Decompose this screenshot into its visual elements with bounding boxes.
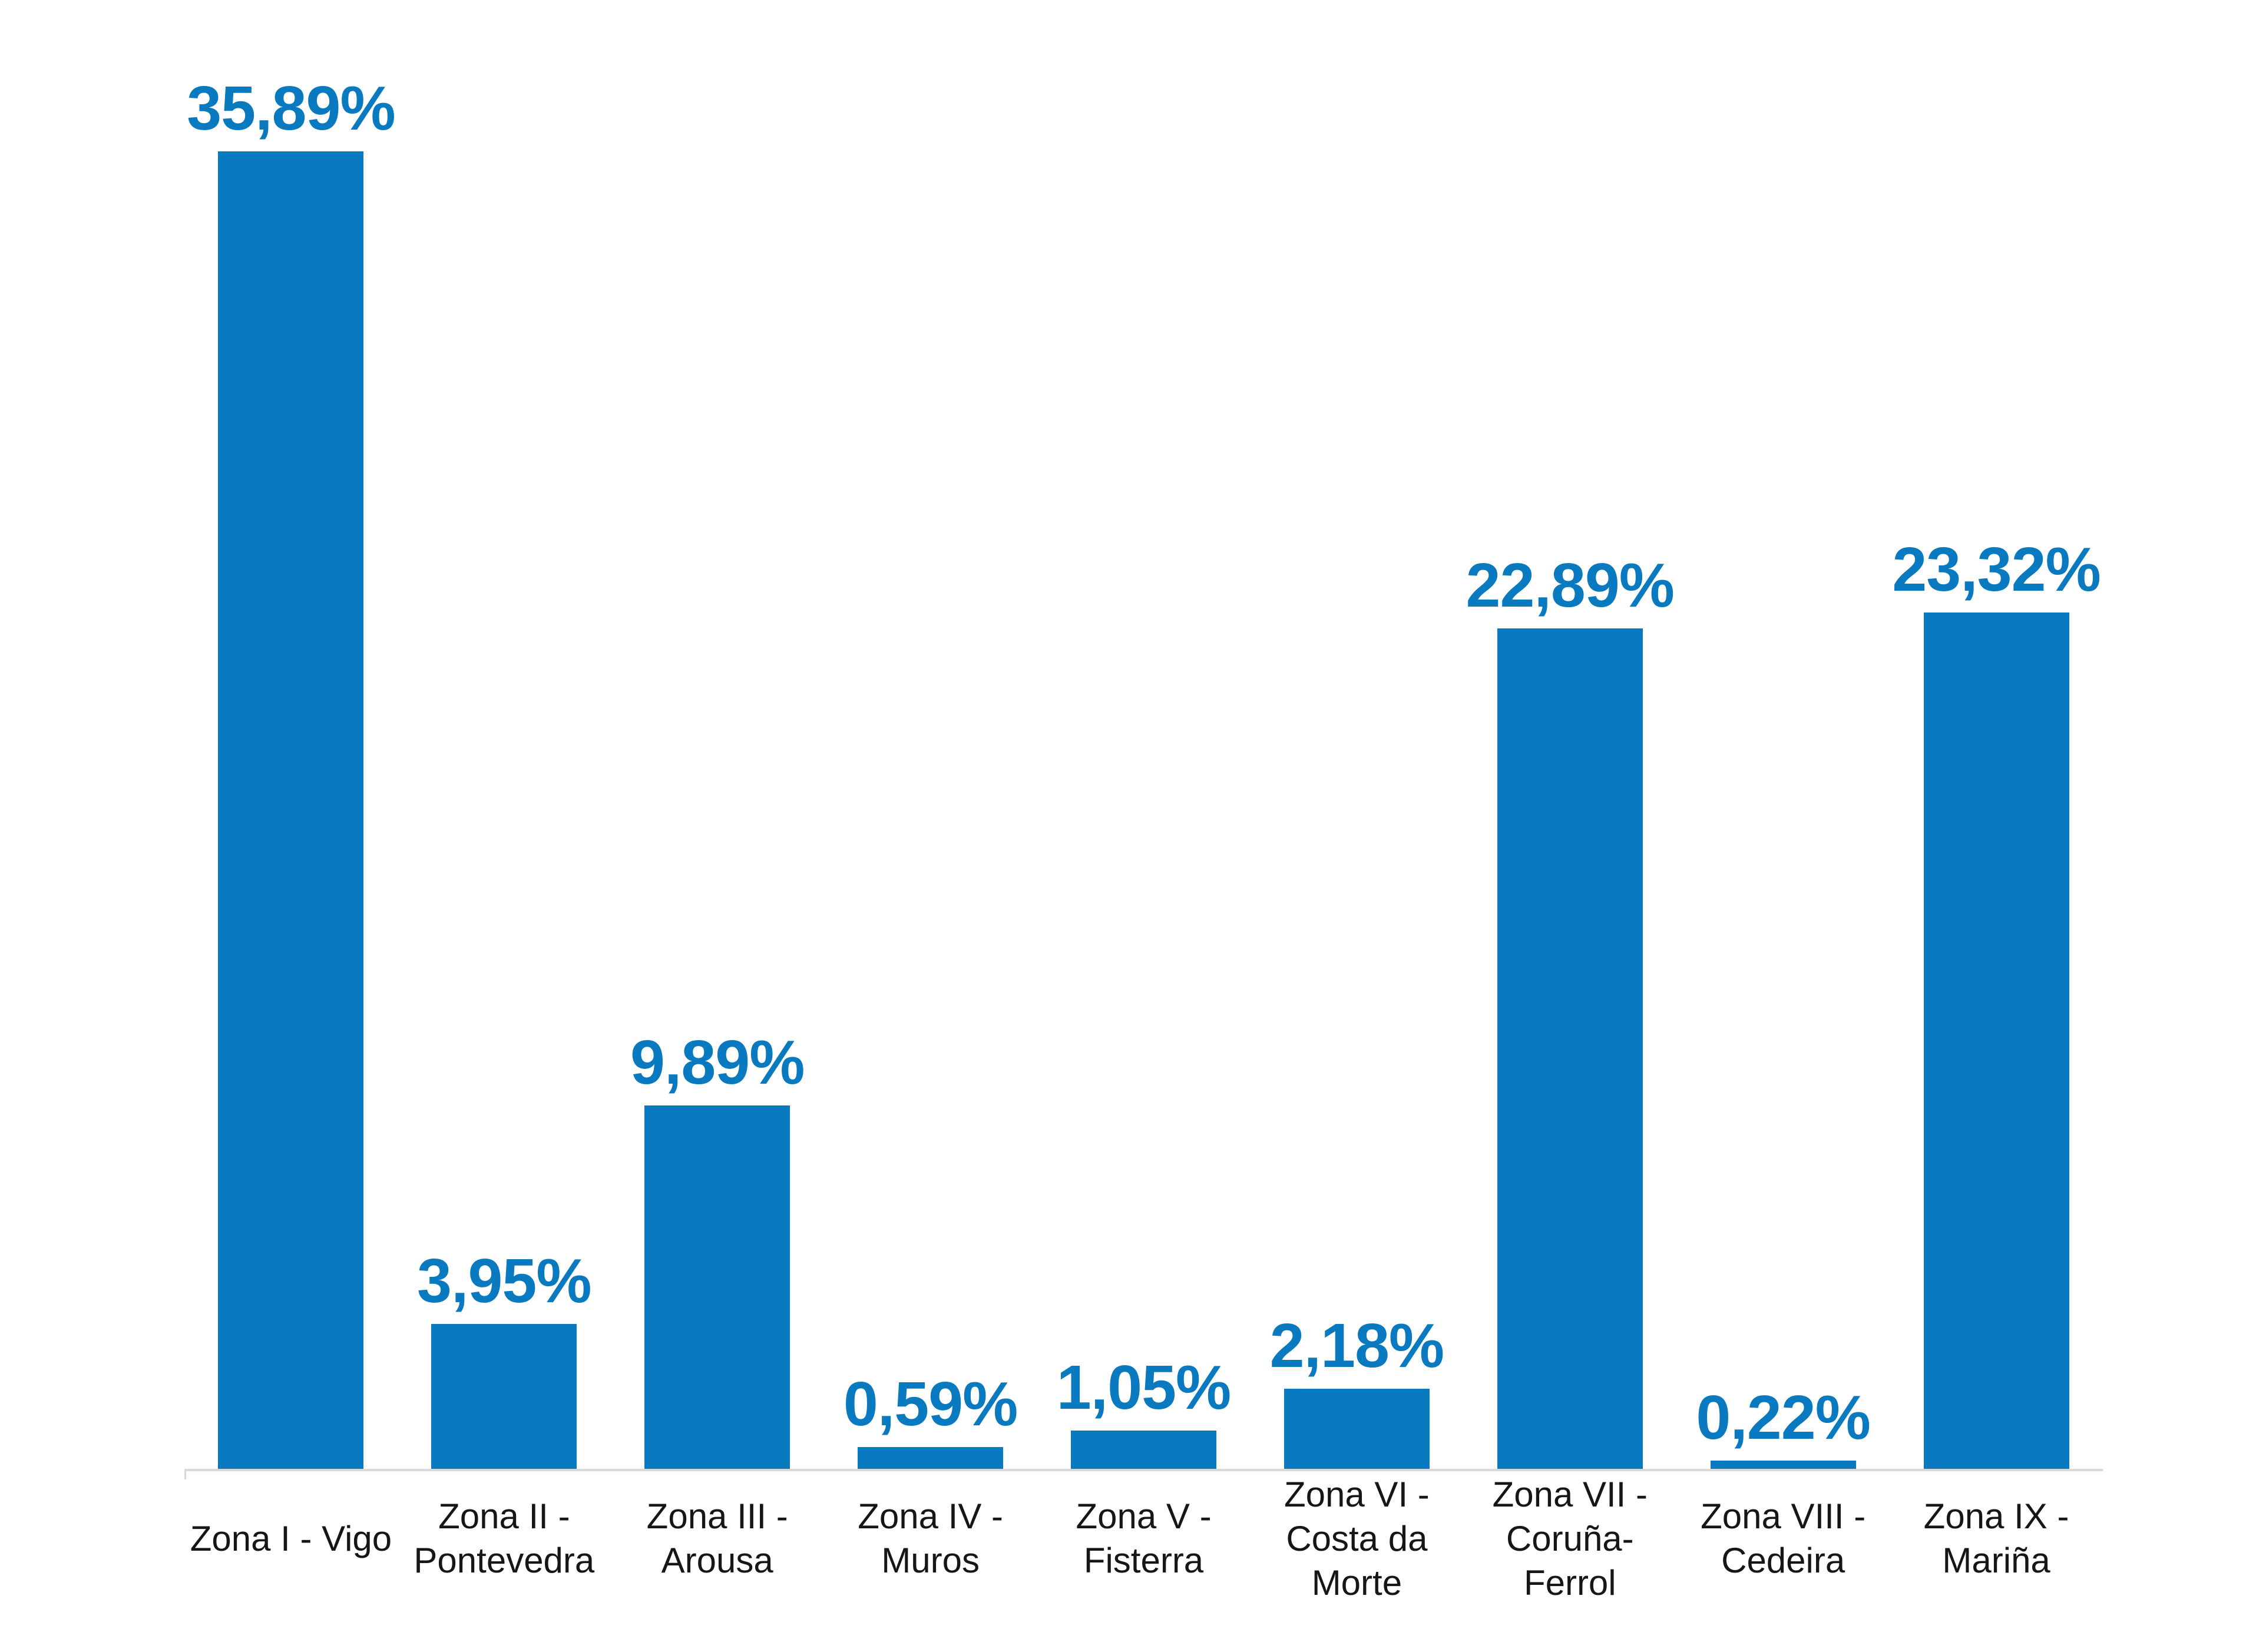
- x-axis-line: [184, 1469, 2103, 1471]
- bar-slot: 22,89%: [1463, 0, 1676, 1469]
- bar-slot: 35,89%: [184, 0, 398, 1469]
- bar[interactable]: [858, 1447, 1004, 1469]
- bar-slot: 3,95%: [398, 0, 611, 1469]
- bar-slot: 23,32%: [1890, 0, 2103, 1469]
- bar-value-label: 1,05%: [1056, 1353, 1232, 1423]
- category-label: Zona III - Arousa: [646, 1497, 788, 1580]
- bar-slot: 0,22%: [1676, 0, 1890, 1469]
- bar-value-label: 2,18%: [1269, 1311, 1445, 1381]
- category-label: Zona II - Pontevedra: [414, 1497, 595, 1580]
- bar-slot: 9,89%: [611, 0, 824, 1469]
- bar-value-label: 35,89%: [187, 74, 396, 144]
- category-label: Zona IX - Mariña: [1923, 1497, 2069, 1580]
- bar[interactable]: [218, 151, 364, 1469]
- bar-value-label: 0,59%: [843, 1369, 1018, 1439]
- bar-slot: 2,18%: [1250, 0, 1463, 1469]
- bar-value-label: 0,22%: [1696, 1383, 1871, 1453]
- category-label: Zona I - Vigo: [190, 1518, 392, 1558]
- bar[interactable]: [1284, 1389, 1430, 1469]
- bar-value-label: 3,95%: [417, 1246, 592, 1316]
- category-label: Zona VI - Costa da Morte: [1284, 1474, 1430, 1603]
- bar[interactable]: [1071, 1431, 1216, 1469]
- bar[interactable]: [1923, 613, 2069, 1469]
- axis-origin-tick: [184, 1471, 186, 1479]
- bar[interactable]: [1710, 1461, 1856, 1469]
- category-label: Zona VIII - Cedeira: [1701, 1497, 1866, 1580]
- bar-value-label: 9,89%: [630, 1028, 805, 1098]
- category-labels-row: Zona I - Vigo Zona II - Pontevedra Zona II…: [184, 1474, 2103, 1603]
- category-label: Zona V - Fisterra: [1076, 1497, 1212, 1580]
- bar[interactable]: [431, 1324, 577, 1469]
- bar[interactable]: [644, 1105, 790, 1469]
- bar-slot: 0,59%: [824, 0, 1037, 1469]
- category-label: Zona IV - Muros: [858, 1497, 1003, 1580]
- bar-value-label: 22,89%: [1466, 551, 1675, 621]
- bar-value-label: 23,32%: [1892, 535, 2101, 605]
- bars-row: 35,89% 3,95% 9,89% 0,59% 1,05% 2,18% 22,…: [184, 0, 2103, 1469]
- bar-slot: 1,05%: [1037, 0, 1251, 1469]
- bar[interactable]: [1497, 628, 1643, 1469]
- plot-area: 35,89% 3,95% 9,89% 0,59% 1,05% 2,18% 22,…: [184, 0, 2103, 1469]
- category-label: Zona VII - Coruña- Ferrol: [1492, 1474, 1648, 1603]
